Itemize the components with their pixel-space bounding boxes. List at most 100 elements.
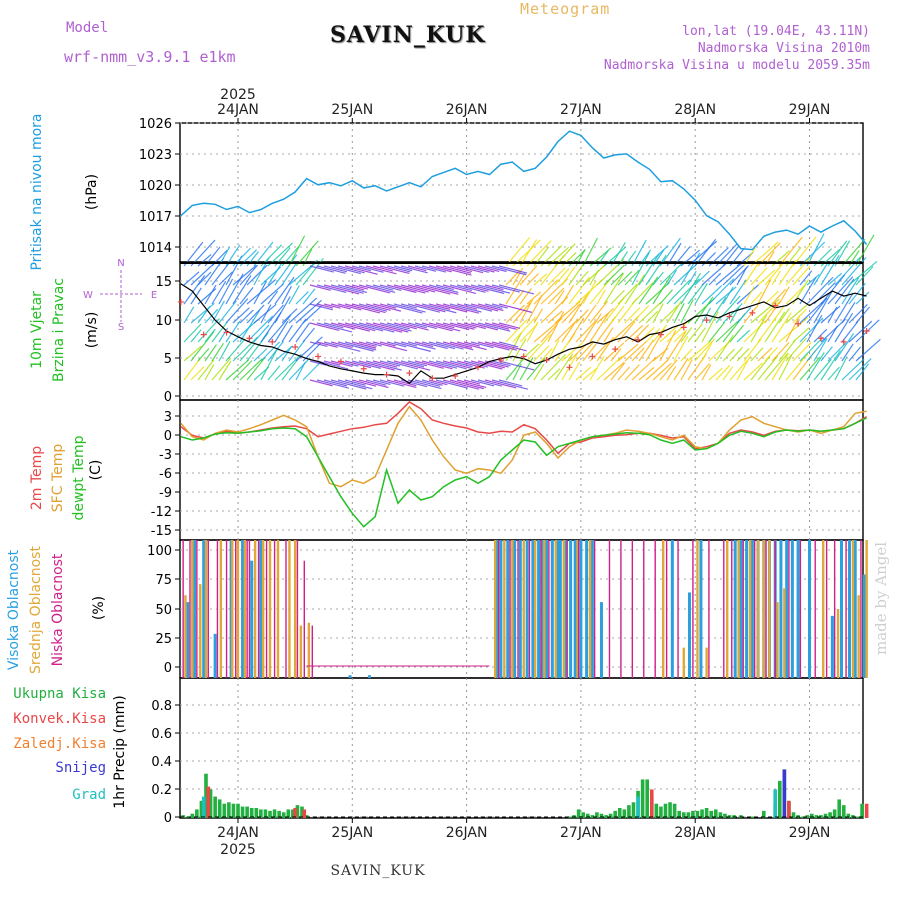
wind-arrow (715, 286, 737, 305)
mid_cloud-bar (243, 540, 247, 678)
wind-arrow (855, 234, 875, 267)
temp-side-label-sfc: SFC Temp (50, 444, 66, 513)
wind-arrow (589, 312, 610, 343)
wind-arrow (484, 322, 510, 330)
low_cloud-bar (765, 540, 767, 678)
low_cloud-bar (742, 540, 744, 678)
cloud-side-label-high: Visoka Oblacnost (6, 549, 22, 670)
wind-arrow (428, 303, 451, 310)
day-label-top: 26JAN (446, 102, 488, 118)
total_precip-bar (713, 809, 718, 818)
wind-arrow (344, 360, 372, 369)
wind-arrow (498, 360, 535, 371)
wind-arrow (484, 303, 503, 309)
wind-side-label-2: Brzina i Pravac (51, 278, 67, 382)
wind-arrow (547, 368, 561, 381)
y-tick-label: 5 (164, 352, 172, 367)
wind-arrow (330, 360, 353, 368)
credit-watermark: made by Angel (872, 541, 890, 655)
low_cloud-bar (608, 540, 611, 678)
wind-arrow (792, 327, 810, 343)
wind-arrow (547, 267, 566, 286)
wind-gust-marker (726, 313, 733, 320)
mid_cloud-bar (493, 540, 497, 678)
low_cloud-bar (311, 625, 313, 678)
high_cloud-bar (579, 540, 583, 678)
wind-gust-marker (315, 353, 322, 360)
mid_cloud-bar (299, 625, 303, 678)
total_precip-bar (254, 808, 259, 818)
wind-arrow (757, 355, 779, 381)
wind-arrow (211, 280, 227, 305)
wind-arrow (421, 379, 443, 386)
graupel-bar (773, 789, 778, 818)
wind-arrow (428, 322, 461, 332)
wind-arrow (624, 340, 648, 362)
wind-arrow (393, 322, 417, 330)
total_precip-bar (190, 813, 195, 818)
wind-arrow (323, 284, 360, 295)
wind-arrow (617, 366, 631, 381)
y-tick-label: -9 (159, 486, 172, 501)
mid_cloud-bar (184, 595, 187, 678)
wind-arrow (190, 366, 205, 381)
high_cloud-bar (537, 540, 541, 678)
wind-arrow (365, 284, 396, 294)
wind-arrow (771, 270, 781, 286)
wind-arrow (239, 309, 261, 343)
wind-arrow (386, 360, 419, 370)
total_precip-bar (195, 809, 199, 818)
wind-arrow (505, 332, 523, 362)
wind-arrow (834, 240, 851, 267)
wind-arrow (309, 284, 331, 291)
high_cloud-bar (585, 540, 589, 678)
wind-arrow (204, 344, 217, 362)
wind-arrow (820, 346, 833, 362)
low_cloud-bar (631, 540, 634, 678)
wind-arrow (316, 303, 334, 309)
wind-arrow (323, 303, 341, 309)
wind-arrow (680, 272, 702, 305)
mid_cloud-bar (726, 540, 729, 678)
y-tick-label: 25 (155, 632, 172, 647)
wind-arrow (330, 322, 356, 330)
wind-arrow (477, 341, 510, 351)
wind-arrow (673, 278, 701, 305)
high_cloud-bar (670, 540, 674, 678)
total_precip-bar (686, 812, 691, 818)
high_cloud-bar (186, 602, 190, 678)
wind-arrow (330, 341, 352, 348)
cloud-side-label-low: Niska Oblacnost (50, 553, 66, 666)
wind-arrow (463, 284, 489, 292)
total_precip-bar (622, 809, 627, 818)
wind-arrow (323, 265, 348, 273)
wind-arrow (379, 284, 402, 292)
wind-arrow (708, 322, 725, 343)
wind-arrow (603, 273, 624, 305)
wind-arrow (239, 309, 254, 324)
wind-arrow (435, 303, 468, 313)
wind-arrow (442, 341, 474, 351)
mid_cloud-bar (307, 622, 311, 678)
wind-arrow (372, 265, 393, 272)
wind-arrow (232, 319, 258, 343)
convective-bar (649, 789, 654, 818)
wind-arrow (323, 322, 344, 329)
wind-gust-marker (657, 331, 664, 338)
wind-arrow (743, 362, 763, 381)
wind-arrow (694, 296, 714, 324)
low_cloud-bar (285, 540, 287, 678)
wind-arrow (792, 265, 811, 286)
wind-arrow (414, 284, 451, 295)
total_precip-bar (645, 779, 649, 818)
wind-arrow (834, 356, 848, 381)
y-tick-label: -3 (159, 448, 172, 463)
low_cloud-bar (248, 540, 251, 678)
convective-bar (293, 808, 297, 818)
wind-arrow (225, 359, 250, 381)
wind-arrow (379, 341, 396, 347)
wind-arrow (764, 260, 786, 286)
wind-arrow (792, 236, 817, 267)
compass-letter: S (118, 322, 124, 333)
wind-arrow (799, 317, 824, 343)
